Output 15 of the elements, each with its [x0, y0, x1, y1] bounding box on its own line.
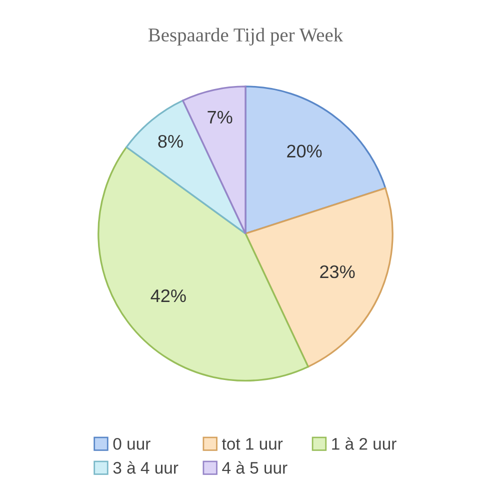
pie-slice — [126, 100, 246, 234]
data-label: 8% — [158, 134, 183, 148]
legend-label: 4 à 5 uur — [222, 461, 288, 474]
data-label: 20% — [287, 144, 322, 158]
legend-label: tot 1 uur — [222, 438, 283, 450]
pie-slice — [244, 86, 386, 234]
legend-label: 1 à 2 uur — [332, 437, 396, 450]
pie-slice — [182, 86, 246, 234]
data-label: 7% — [208, 110, 232, 124]
pie-slice — [244, 187, 394, 368]
legend-label: 3 à 4 uur — [113, 461, 178, 474]
chart-title: Bespaarde Tijd per Week — [148, 28, 344, 46]
data-label: 23% — [320, 265, 355, 278]
legend-label: 0 uur — [113, 438, 150, 450]
data-label: 42% — [150, 289, 186, 302]
